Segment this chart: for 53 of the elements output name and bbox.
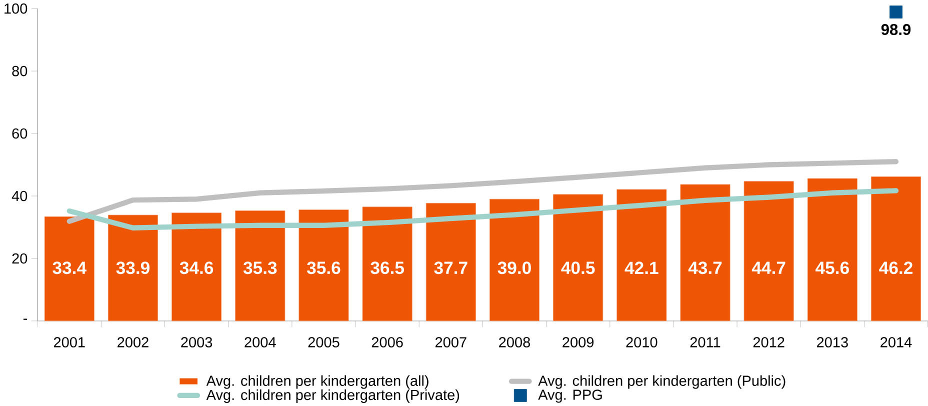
legend-label: Avg. children per kindergarten (Public) — [538, 375, 786, 389]
data-label: 44.7 — [752, 262, 786, 274]
x-tick-label: 2014 — [880, 337, 912, 348]
bar — [744, 181, 794, 322]
bar — [235, 210, 286, 322]
x-tick-label: 2010 — [626, 337, 658, 348]
data-label: 33.9 — [116, 262, 150, 274]
bar — [489, 199, 540, 322]
x-tick-label: 2004 — [244, 337, 276, 348]
x-tick-label: 2001 — [54, 337, 85, 348]
legend-label: Avg. children per kindergarten (all) — [206, 375, 428, 389]
legend-label: Avg. PPG — [538, 390, 602, 403]
legend-label: Avg. children per kindergarten (Private) — [206, 390, 460, 404]
x-tick-label: 2011 — [690, 337, 720, 348]
y-tick-label: 20 — [12, 253, 28, 264]
x-tick-label: 2006 — [372, 337, 403, 348]
bar — [870, 176, 922, 322]
bar — [44, 216, 94, 322]
x-tick-label: 2009 — [562, 337, 594, 348]
bar — [298, 210, 349, 322]
bar — [362, 206, 412, 322]
data-label: 35.6 — [306, 262, 340, 274]
bar — [616, 189, 667, 322]
y-tick-label: 40 — [12, 191, 28, 202]
data-label: 45.6 — [816, 262, 849, 274]
data-label: 42.1 — [624, 262, 658, 274]
data-label: 37.7 — [434, 262, 468, 274]
data-label: 35.3 — [243, 262, 277, 274]
y-tick-label: 80 — [12, 66, 28, 76]
y-tick-label: 100 — [4, 4, 28, 14]
data-label: 36.5 — [370, 262, 404, 274]
x-tick-label: 2005 — [308, 337, 340, 348]
bar — [553, 194, 604, 322]
bar — [172, 212, 222, 322]
x-tick-label: 2008 — [499, 337, 530, 348]
x-tick-label: 2002 — [118, 337, 148, 348]
bar — [426, 203, 476, 322]
data-label: 43.7 — [688, 262, 722, 274]
data-label: 98.9 — [881, 24, 911, 36]
y-tick-label: 60 — [12, 128, 28, 139]
bar — [108, 215, 158, 322]
y-tick-label: - — [24, 318, 28, 320]
x-tick-label: 2012 — [753, 337, 784, 348]
x-tick-label: 2013 — [816, 337, 848, 348]
data-label: 33.4 — [52, 262, 86, 274]
bar — [807, 178, 858, 322]
x-tick-label: 2003 — [181, 337, 212, 348]
bar — [680, 184, 730, 322]
data-label: 39.0 — [498, 262, 531, 274]
data-label: 40.5 — [561, 262, 595, 274]
data-label: 46.2 — [879, 262, 912, 274]
data-label: 34.6 — [180, 262, 214, 274]
x-tick-label: 2007 — [435, 337, 466, 348]
